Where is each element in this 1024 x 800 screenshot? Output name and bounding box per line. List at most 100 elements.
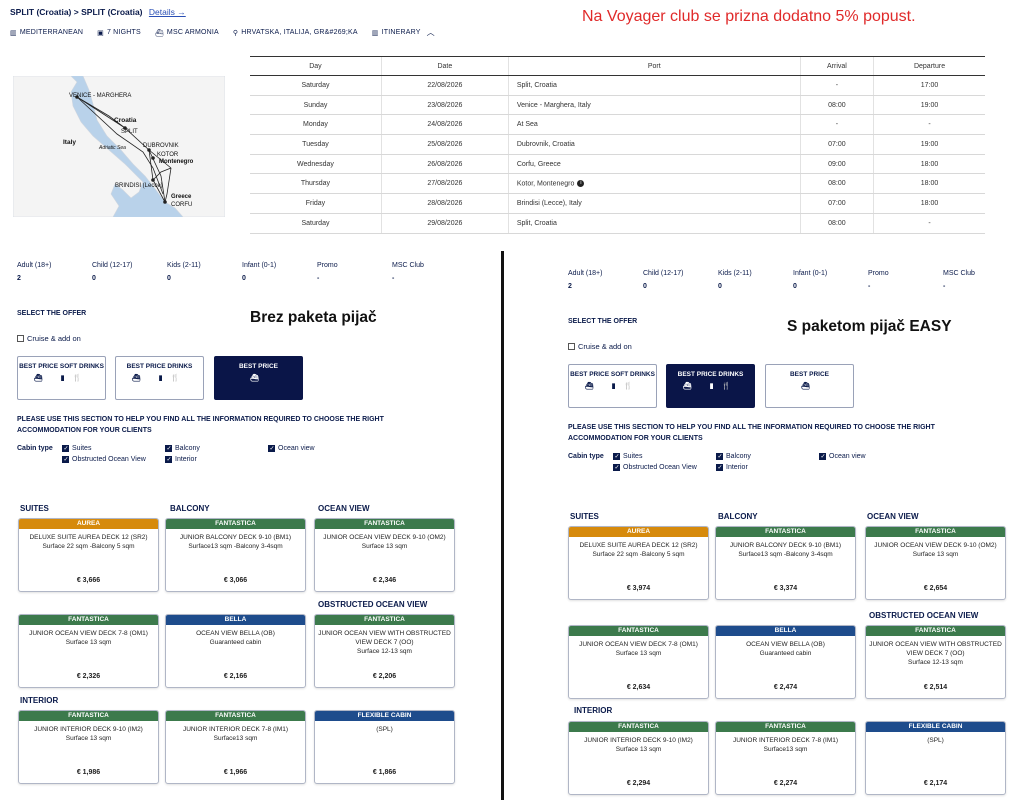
cabin-category-tag: BELLA bbox=[166, 615, 305, 625]
cabin-category-tag: FANTASTICA bbox=[716, 527, 855, 537]
cell-arrival-text: 08:00 bbox=[828, 219, 846, 227]
cabin-size: Surface 22 sqm -Balcony 5 sqm bbox=[592, 551, 685, 558]
cruise-addon-checkbox[interactable]: Cruise & add on bbox=[568, 342, 632, 351]
cabin-type-checkbox[interactable]: Balcony bbox=[716, 453, 751, 460]
cell-day: Sunday bbox=[250, 95, 382, 116]
cabin-price-card[interactable]: FLEXIBLE CABIN (SPL) € 2,174 bbox=[865, 721, 1006, 795]
details-link[interactable]: Details → bbox=[148, 7, 186, 17]
cabin-price-card[interactable]: FANTASTICA JUNIOR BALCONY DECK 9-10 (BM1)… bbox=[715, 526, 856, 600]
select-offer-title: SELECT THE OFFER bbox=[17, 310, 87, 317]
cabin-price-card[interactable]: BELLA OCEAN VIEW BELLA (OB) Guaranteed cab… bbox=[165, 614, 306, 688]
passenger-value: 0 bbox=[167, 275, 171, 282]
offer-card[interactable]: BEST PRICE DRINKS ⛴ ▮🍴 bbox=[115, 356, 204, 400]
cell-port: Brindisi (Lecce), Italy bbox=[507, 193, 801, 214]
cabin-price-card[interactable]: FANTASTICA JUNIOR INTERIOR DECK 9-10 (IM2… bbox=[568, 721, 709, 795]
cell-arrival: 07:00 bbox=[799, 134, 874, 155]
cabin-price: € 2,326 bbox=[76, 673, 101, 680]
cell-port: At Sea bbox=[507, 114, 801, 136]
cabin-price: € 2,634 bbox=[626, 684, 651, 691]
cell-departure-text: 17:00 bbox=[920, 81, 939, 89]
cell-date: 24/08/2026 bbox=[380, 114, 509, 136]
map-label-split: SPLIT bbox=[121, 129, 138, 135]
cabin-type-option-label: Suites bbox=[623, 453, 643, 460]
col-date: Date bbox=[380, 56, 509, 76]
passenger-summary: Adult (18+) 2 Child (12-17) 0 Kids (2-11) 0 In… bbox=[17, 262, 467, 282]
offer-icons: ⛴ bbox=[801, 383, 818, 390]
itinerary-map: VENICE - MARGHERA Croatia SPLIT Italy Ad… bbox=[13, 76, 225, 217]
cabin-type-option-label: Balcony bbox=[175, 445, 200, 452]
cell-arrival: - bbox=[799, 75, 874, 96]
cabin-size: Surface 13 sqm bbox=[912, 551, 959, 558]
passenger-col: Promo - bbox=[868, 270, 943, 290]
cabin-price-card[interactable]: FANTASTICA JUNIOR INTERIOR DECK 9-10 (IM2… bbox=[18, 710, 159, 784]
cell-date-text: 25/08/2026 bbox=[427, 140, 463, 148]
passenger-label: Infant (0-1) bbox=[793, 270, 828, 277]
cabin-price-card[interactable]: BELLA OCEAN VIEW BELLA (OB) Guaranteed cab… bbox=[715, 625, 856, 699]
meta-countries-label: HRVATSKA, ITALIJA, GR&#269;KA bbox=[241, 29, 358, 36]
cabin-size: Surface 12-13 sqm bbox=[908, 659, 963, 666]
cabin-price-card[interactable]: FANTASTICA JUNIOR OCEAN VIEW WITH OBSTRUC… bbox=[865, 625, 1006, 699]
cabin-section-title: BALCONY bbox=[170, 504, 210, 513]
itinerary-header-row: Day Date Port Arrival Departure bbox=[250, 56, 985, 76]
cabin-type-checkbox[interactable]: Interior bbox=[165, 456, 197, 463]
cruise-addon-checkbox[interactable]: Cruise & add on bbox=[17, 334, 81, 343]
passenger-col: Infant (0-1) 0 bbox=[793, 270, 868, 290]
cabin-price-card[interactable]: AUREA DELUXE SUITE AUREA DECK 12 (SR2) Sur… bbox=[18, 518, 159, 592]
cabin-price-card[interactable]: FANTASTICA JUNIOR BALCONY DECK 9-10 (BM1)… bbox=[165, 518, 306, 592]
cabin-name: JUNIOR INTERIOR DECK 7-8 (IM1) bbox=[732, 737, 839, 744]
cabin-name: JUNIOR OCEAN VIEW WITH OBSTRUCTED VIEW D… bbox=[869, 641, 1002, 657]
promo-banner: Na Voyager club se prizna dodatno 5% pop… bbox=[582, 8, 916, 25]
map-label-croatia: Croatia bbox=[114, 117, 137, 124]
passenger-col: MSC Club - bbox=[943, 270, 1018, 290]
cabin-type-checkbox[interactable]: Ocean view bbox=[819, 453, 866, 460]
cabin-price-card[interactable]: FANTASTICA JUNIOR INTERIOR DECK 7-8 (IM1)… bbox=[165, 710, 306, 784]
cabin-price: € 2,514 bbox=[923, 684, 948, 691]
cabin-price: € 3,066 bbox=[223, 577, 248, 584]
passenger-label: Kids (2-11) bbox=[167, 262, 201, 269]
cabin-type-option-label: Suites bbox=[72, 445, 92, 452]
offer-card[interactable]: BEST PRICE ⛴ bbox=[214, 356, 303, 400]
offer-card[interactable]: BEST PRICE ⛴ bbox=[765, 364, 854, 408]
cabin-type-checkbox[interactable]: Ocean view bbox=[268, 445, 315, 452]
cell-date: 26/08/2026 bbox=[380, 154, 509, 175]
cabin-price-card[interactable]: FANTASTICA JUNIOR INTERIOR DECK 7-8 (IM1)… bbox=[715, 721, 856, 795]
cabin-price-card[interactable]: FANTASTICA JUNIOR OCEAN VIEW DECK 7-8 (OM… bbox=[18, 614, 159, 688]
cabin-type-checkbox[interactable]: Balcony bbox=[165, 445, 200, 452]
itinerary-toggle-label: ITINERARY bbox=[381, 29, 421, 36]
cell-day: Thursday bbox=[250, 173, 382, 195]
cell-day: Monday bbox=[250, 114, 382, 136]
itinerary-toggle[interactable]: ▥ ITINERARY ︿ bbox=[372, 27, 435, 38]
cabin-price-card[interactable]: FANTASTICA JUNIOR OCEAN VIEW DECK 7-8 (OM… bbox=[568, 625, 709, 699]
cabin-type-checkbox[interactable]: Obstructed Ocean View bbox=[613, 464, 697, 471]
offer-card[interactable]: BEST PRICE DRINKS ⛴ ▮🍴 bbox=[666, 364, 755, 408]
cell-date: 23/08/2026 bbox=[380, 95, 509, 116]
cabin-type-checkbox[interactable]: Obstructed Ocean View bbox=[62, 456, 146, 463]
offer-card[interactable]: BEST PRICE SOFT DRINKS ⛴ ▮🍴 bbox=[17, 356, 106, 400]
cell-date-text: 27/08/2026 bbox=[427, 180, 463, 188]
cell-port: Split, Croatia bbox=[507, 75, 801, 96]
cabin-type-checkbox[interactable]: Interior bbox=[716, 464, 748, 471]
itinerary-row: Saturday 29/08/2026 Split, Croatia 08:00 - bbox=[250, 213, 985, 234]
cabin-price-card[interactable]: FLEXIBLE CABIN (SPL) € 1,866 bbox=[314, 710, 455, 784]
cell-day-text: Sunday bbox=[303, 101, 328, 109]
cabin-price-card[interactable]: AUREA DELUXE SUITE AUREA DECK 12 (SR2) Sur… bbox=[568, 526, 709, 600]
cabin-category-tag: FANTASTICA bbox=[716, 722, 855, 732]
cabin-price-card[interactable]: FANTASTICA JUNIOR OCEAN VIEW DECK 9-10 (O… bbox=[314, 518, 455, 592]
cabin-price: € 2,474 bbox=[773, 684, 798, 691]
cabin-price-card[interactable]: FANTASTICA JUNIOR OCEAN VIEW WITH OBSTRUC… bbox=[314, 614, 455, 688]
cell-departure-text: 19:00 bbox=[920, 140, 939, 148]
passenger-summary: Adult (18+) 2 Child (12-17) 0 Kids (2-11) 0 In… bbox=[568, 270, 1018, 290]
info-icon[interactable]: i bbox=[577, 180, 585, 188]
cabin-type-checkbox[interactable]: Suites bbox=[613, 453, 642, 460]
cabin-price: € 2,346 bbox=[372, 577, 397, 584]
col-departure: Departure bbox=[873, 56, 985, 76]
cell-departure: - bbox=[873, 213, 985, 234]
cabin-name: JUNIOR OCEAN VIEW DECK 9-10 (OM2) bbox=[874, 542, 997, 549]
cabin-type-checkbox[interactable]: Suites bbox=[62, 445, 91, 452]
cabin-price-card[interactable]: FANTASTICA JUNIOR OCEAN VIEW DECK 9-10 (O… bbox=[865, 526, 1006, 600]
offer-card[interactable]: BEST PRICE SOFT DRINKS ⛴ ▮🍴 bbox=[568, 364, 657, 408]
cell-departure-text: 18:00 bbox=[920, 199, 939, 207]
cell-date-text: 23/08/2026 bbox=[427, 101, 463, 109]
cabin-name: JUNIOR OCEAN VIEW DECK 7-8 (OM1) bbox=[579, 641, 698, 648]
cell-arrival-text: - bbox=[835, 81, 839, 89]
